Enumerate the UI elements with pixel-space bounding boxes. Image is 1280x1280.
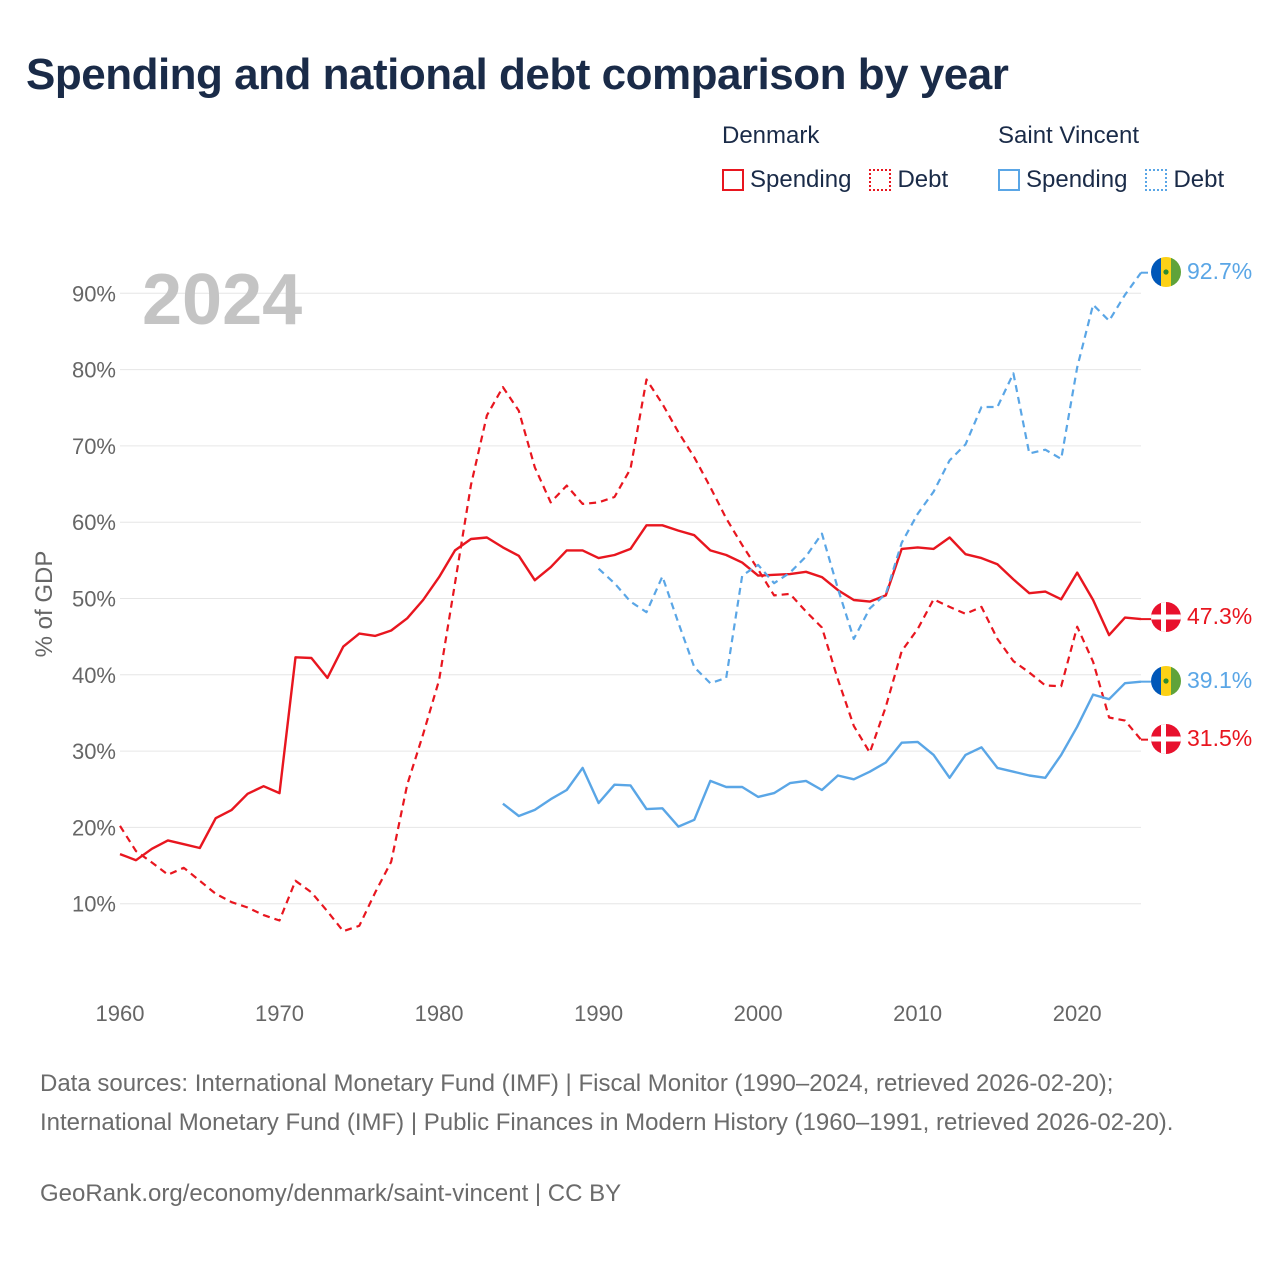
end-label-denmark-debt: 31.5% [1187, 725, 1252, 751]
legend-saint-vincent-spending[interactable]: Spending [998, 166, 1127, 194]
legend-country-label: Saint Vincent [998, 122, 1139, 149]
series-line-saint-vincent-spending [502, 680, 1142, 828]
legend-item-label: Debt [897, 166, 949, 193]
solid-line-swatch-icon [998, 169, 1020, 191]
data-source-note: Data sources: International Monetary Fun… [40, 1070, 1174, 1136]
y-tick-label: 40% [72, 663, 116, 688]
legend-country-label: Denmark [722, 122, 820, 149]
end-label-denmark-spending: 47.3% [1187, 603, 1252, 629]
y-tick-label: 60% [72, 510, 116, 535]
saint-vincent-flag-icon [1151, 257, 1181, 287]
line-chart: 10% 20% 30% 40% 50% 60% 70% 80% 90% 1960 1970 1980 1… [31, 257, 1252, 1026]
legend-group-denmark: Denmark Spending Debt [722, 122, 966, 194]
legend-item-label: Spending [1026, 166, 1128, 193]
end-label-saint-vincent-spending: 39.1% [1187, 667, 1252, 693]
series-line-denmark-debt [119, 378, 1142, 933]
x-tick-label: 2000 [734, 1001, 783, 1026]
x-tick-label: 2010 [893, 1001, 942, 1026]
legend-group-saint-vincent: Saint Vincent Spending Debt [998, 122, 1242, 194]
y-tick-label: 90% [72, 281, 116, 306]
y-tick-label: 50% [72, 587, 116, 612]
x-tick-label: 1960 [96, 1001, 145, 1026]
end-label-saint-vincent-debt: 92.7% [1187, 258, 1252, 284]
y-tick-label: 80% [72, 358, 116, 383]
denmark-flag-icon [1151, 602, 1181, 632]
saint-vincent-flag-icon [1151, 666, 1181, 696]
legend-item-label: Spending [750, 166, 852, 193]
legend-saint-vincent-debt[interactable]: Debt [1145, 166, 1224, 194]
x-tick-label: 2020 [1053, 1001, 1102, 1026]
legend-denmark-spending[interactable]: Spending [722, 166, 851, 194]
denmark-flag-icon [1151, 724, 1181, 754]
credit-link[interactable]: GeoRank.org/economy/denmark/saint-vincen… [40, 1180, 622, 1207]
dashed-line-swatch-icon [869, 169, 892, 191]
dashed-line-swatch-icon [1145, 169, 1168, 191]
legend-item-label: Debt [1173, 166, 1225, 193]
series-line-denmark-spending [119, 524, 1142, 862]
series-line-saint-vincent-debt [597, 272, 1142, 685]
y-axis-title: % of GDP [31, 551, 58, 658]
legend-denmark-debt[interactable]: Debt [869, 166, 948, 194]
y-tick-label: 20% [72, 815, 116, 840]
solid-line-swatch-icon [722, 169, 744, 191]
x-tick-label: 1990 [574, 1001, 623, 1026]
y-tick-label: 30% [72, 739, 116, 764]
x-tick-label: 1980 [415, 1001, 464, 1026]
year-label: 2024 [142, 260, 302, 340]
y-tick-label: 10% [72, 892, 116, 917]
page-title: Spending and national debt comparison by… [26, 50, 1009, 99]
x-tick-label: 1970 [255, 1001, 304, 1026]
y-tick-label: 70% [72, 434, 116, 459]
